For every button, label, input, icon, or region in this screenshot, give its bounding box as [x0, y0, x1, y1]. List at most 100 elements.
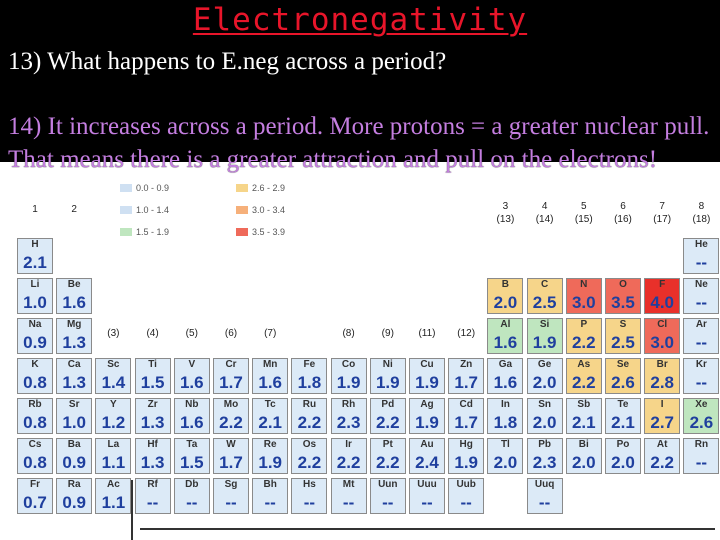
- element-symbol: Ir: [345, 439, 352, 450]
- element-symbol: Sb: [577, 399, 591, 410]
- element-symbol: Sc: [107, 359, 120, 370]
- element-symbol: I: [660, 399, 664, 410]
- element-cell: Nb 1.6: [173, 398, 210, 434]
- electronegativity-value: 1.5: [140, 373, 165, 392]
- element-symbol: Ar: [695, 319, 707, 330]
- element-symbol: Pt: [382, 439, 393, 450]
- element-symbol: Tc: [264, 399, 276, 410]
- element-cell: Cu 1.9: [409, 358, 445, 394]
- element-cell: Uuu --: [409, 478, 445, 514]
- element-symbol: Mg: [66, 319, 82, 330]
- element-symbol: Uub: [456, 479, 476, 490]
- electronegativity-value: --: [695, 253, 708, 272]
- element-symbol: Hf: [147, 439, 158, 450]
- element-cell: Ti 1.5: [134, 358, 171, 394]
- element-symbol: Ac: [106, 479, 120, 490]
- element-cell: Ir 2.2: [330, 438, 367, 474]
- electronegativity-value: 2.6: [689, 413, 714, 432]
- electronegativity-value: 3.5: [611, 293, 635, 312]
- electronegativity-value: 2.0: [493, 453, 518, 472]
- electronegativity-value: 1.6: [258, 373, 282, 392]
- element-cell: O 3.5: [605, 278, 641, 314]
- electronegativity-value: 1.6: [179, 413, 204, 432]
- element-symbol: In: [500, 399, 510, 410]
- element-symbol: Nb: [185, 399, 199, 410]
- group-label: (9): [381, 328, 394, 339]
- element-symbol: Cs: [28, 439, 42, 450]
- element-symbol: Ca: [67, 359, 81, 370]
- electronegativity-value: 2.1: [23, 253, 47, 272]
- element-cell: Ru 2.2: [291, 398, 328, 434]
- electronegativity-value: 2.0: [532, 373, 557, 392]
- electronegativity-value: --: [460, 493, 472, 512]
- legend-label: 3.0 - 3.4: [252, 205, 286, 215]
- electronegativity-value: 1.8: [493, 413, 518, 432]
- element-cell: Rh 2.3: [330, 398, 367, 434]
- group-label: (8): [342, 328, 355, 339]
- element-cell: Ga 1.6: [487, 358, 524, 394]
- element-cell: Cl 3.0: [644, 318, 681, 354]
- element-cell: Fr 0.7: [17, 478, 53, 514]
- element-cell: Rn --: [683, 438, 720, 474]
- question-13: 13) What happens to E.neg across a perio…: [8, 48, 447, 75]
- element-cell: Xe 2.6: [683, 398, 720, 434]
- element-cell: Os 2.2: [291, 438, 328, 474]
- element-symbol: Si: [539, 319, 550, 330]
- element-cell: P 2.2: [565, 318, 602, 354]
- element-symbol: Se: [616, 359, 630, 370]
- element-cell: Kr --: [683, 358, 720, 394]
- electronegativity-value: 1.9: [415, 413, 439, 432]
- electronegativity-value: 4.0: [650, 293, 674, 312]
- element-symbol: Rn: [694, 439, 709, 450]
- element-symbol: La: [107, 439, 120, 450]
- element-cell: Ca 1.3: [56, 358, 93, 394]
- element-cell: Mo 2.2: [213, 398, 249, 434]
- electronegativity-value: 2.2: [375, 413, 400, 432]
- element-cell: Rf --: [134, 478, 171, 514]
- element-symbol: As: [577, 359, 591, 370]
- element-cell: Ta 1.5: [173, 438, 210, 474]
- electronegativity-value: 1.7: [219, 373, 243, 392]
- electronegativity-value: 0.8: [23, 453, 47, 472]
- electronegativity-value: 1.9: [336, 373, 361, 392]
- electronegativity-value: 2.2: [571, 373, 596, 392]
- element-cell: Bh --: [252, 478, 289, 514]
- electronegativity-value: 2.8: [650, 373, 674, 392]
- element-cell: Mg 1.3: [56, 318, 93, 354]
- electronegativity-value: 0.9: [23, 333, 47, 352]
- element-cell: In 1.8: [487, 398, 524, 434]
- legend-swatch: [236, 184, 248, 192]
- group-label: (3): [107, 328, 120, 339]
- element-cell: Cd 1.7: [448, 398, 485, 434]
- element-symbol: Sn: [538, 399, 551, 410]
- element-cell: Ac 1.1: [95, 478, 132, 514]
- electronegativity-value: --: [695, 293, 708, 312]
- electronegativity-value: 2.7: [650, 413, 674, 432]
- electronegativity-value: 1.9: [454, 453, 478, 472]
- electronegativity-value: --: [695, 333, 708, 352]
- element-symbol: Ga: [498, 359, 513, 370]
- element-cell: Cs 0.8: [17, 438, 53, 474]
- element-cell: Sn 2.0: [526, 398, 563, 434]
- element-symbol: Ra: [67, 479, 81, 490]
- group-label: 4 (14): [535, 201, 554, 225]
- element-symbol: Rf: [147, 479, 158, 490]
- electronegativity-value: 2.3: [532, 453, 557, 472]
- electronegativity-value: 2.5: [532, 293, 557, 312]
- legend-swatch: [120, 228, 132, 236]
- electronegativity-value: 2.0: [532, 413, 557, 432]
- slide-title: Electronegativity: [192, 2, 528, 38]
- electronegativity-value: --: [303, 493, 316, 512]
- element-symbol: Rh: [341, 399, 356, 410]
- electronegativity-value: 1.6: [179, 373, 204, 392]
- element-cell: Re 1.9: [252, 438, 289, 474]
- electronegativity-value: --: [342, 493, 355, 512]
- electronegativity-value: 1.1: [101, 453, 126, 472]
- element-symbol: W: [226, 439, 236, 450]
- electronegativity-value: 1.7: [454, 373, 478, 392]
- electronegativity-value: 2.2: [219, 413, 243, 432]
- element-symbol: Y: [110, 399, 117, 410]
- element-cell: As 2.2: [565, 358, 602, 394]
- electronegativity-value: 1.8: [297, 373, 322, 392]
- element-cell: Li 1.0: [17, 278, 53, 314]
